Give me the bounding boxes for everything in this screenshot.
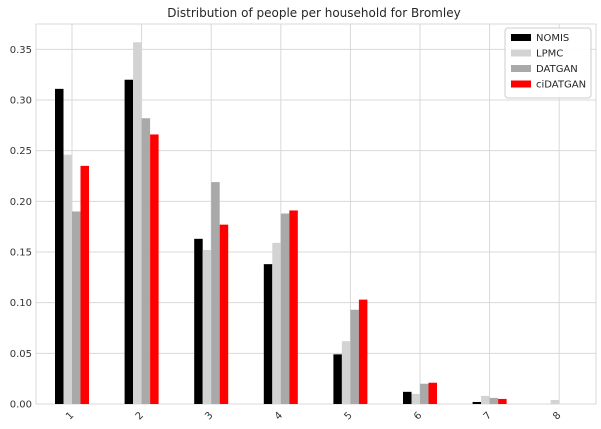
legend-swatch-nomis	[511, 34, 531, 41]
bar-nomis-2	[124, 79, 134, 404]
bar-cidatgan-3	[219, 224, 229, 404]
bar-cidatgan-1	[80, 165, 89, 404]
bar-nomis-6	[403, 391, 412, 404]
legend-label-lpmc: LPMC	[536, 49, 563, 60]
bar-datgan-1	[72, 211, 81, 404]
bar-nomis-5	[333, 354, 342, 404]
x-tick-label: 8	[551, 410, 563, 422]
bar-cidatgan-6	[428, 382, 437, 404]
y-tick-label: 0.10	[10, 298, 32, 309]
x-tick-label: 4	[273, 410, 285, 422]
bar-lpmc-8	[550, 399, 560, 404]
y-axis-ticks: 0.00 0.05 0.10 0.15 0.20 0.25 0.30 0.35	[10, 45, 32, 411]
y-tick-label: 0.20	[10, 197, 32, 208]
bar-nomis-1	[55, 88, 64, 404]
x-tick-label: 5	[342, 410, 354, 422]
bar-datgan-6	[420, 383, 429, 404]
y-tick-label: 0.00	[10, 400, 32, 411]
x-tick-label: 3	[203, 410, 215, 422]
bar-datgan-7	[489, 397, 499, 404]
chart-title: Distribution of people per household for…	[167, 6, 460, 20]
bar-nomis-7	[472, 401, 482, 404]
x-tick-label: 2	[134, 410, 146, 422]
bar-lpmc-3	[202, 249, 212, 404]
bar-cidatgan-4	[289, 210, 298, 404]
y-tick-label: 0.25	[10, 146, 32, 157]
y-tick-label: 0.05	[10, 349, 32, 360]
legend: NOMIS LPMC DATGAN ciDATGAN	[504, 27, 592, 99]
legend-label-nomis: NOMIS	[536, 33, 569, 44]
bar-nomis-4	[263, 264, 273, 404]
bar-lpmc-6	[411, 393, 420, 404]
bar-lpmc-7	[481, 395, 490, 404]
bar-lpmc-1	[63, 154, 72, 404]
legend-swatch-datgan	[511, 65, 531, 72]
bar-lpmc-4	[272, 242, 281, 404]
bar-datgan-3	[211, 182, 220, 404]
x-tick-label: 6	[412, 410, 424, 422]
bars	[55, 42, 560, 405]
legend-label-datgan: DATGAN	[536, 64, 578, 75]
y-tick-label: 0.35	[10, 45, 32, 56]
bar-lpmc-2	[133, 42, 142, 405]
bar-nomis-3	[194, 238, 203, 404]
bar-lpmc-5	[341, 341, 351, 404]
bar-cidatgan-7	[498, 398, 507, 404]
y-tick-label: 0.15	[10, 248, 32, 259]
bar-datgan-5	[350, 309, 359, 404]
bar-datgan-2	[141, 118, 151, 405]
legend-swatch-cidatgan	[511, 80, 531, 88]
legend-label-cidatgan: ciDATGAN	[536, 80, 586, 91]
x-tick-label: 1	[64, 410, 76, 422]
y-tick-label: 0.30	[10, 96, 32, 107]
bar-cidatgan-2	[150, 134, 159, 404]
x-tick-label: 7	[482, 410, 494, 422]
x-axis-ticks: 1 2 3 4 5 6 7 8	[64, 410, 563, 422]
bar-cidatgan-5	[358, 299, 368, 404]
legend-swatch-lpmc	[511, 49, 531, 57]
bar-datgan-4	[280, 213, 290, 404]
